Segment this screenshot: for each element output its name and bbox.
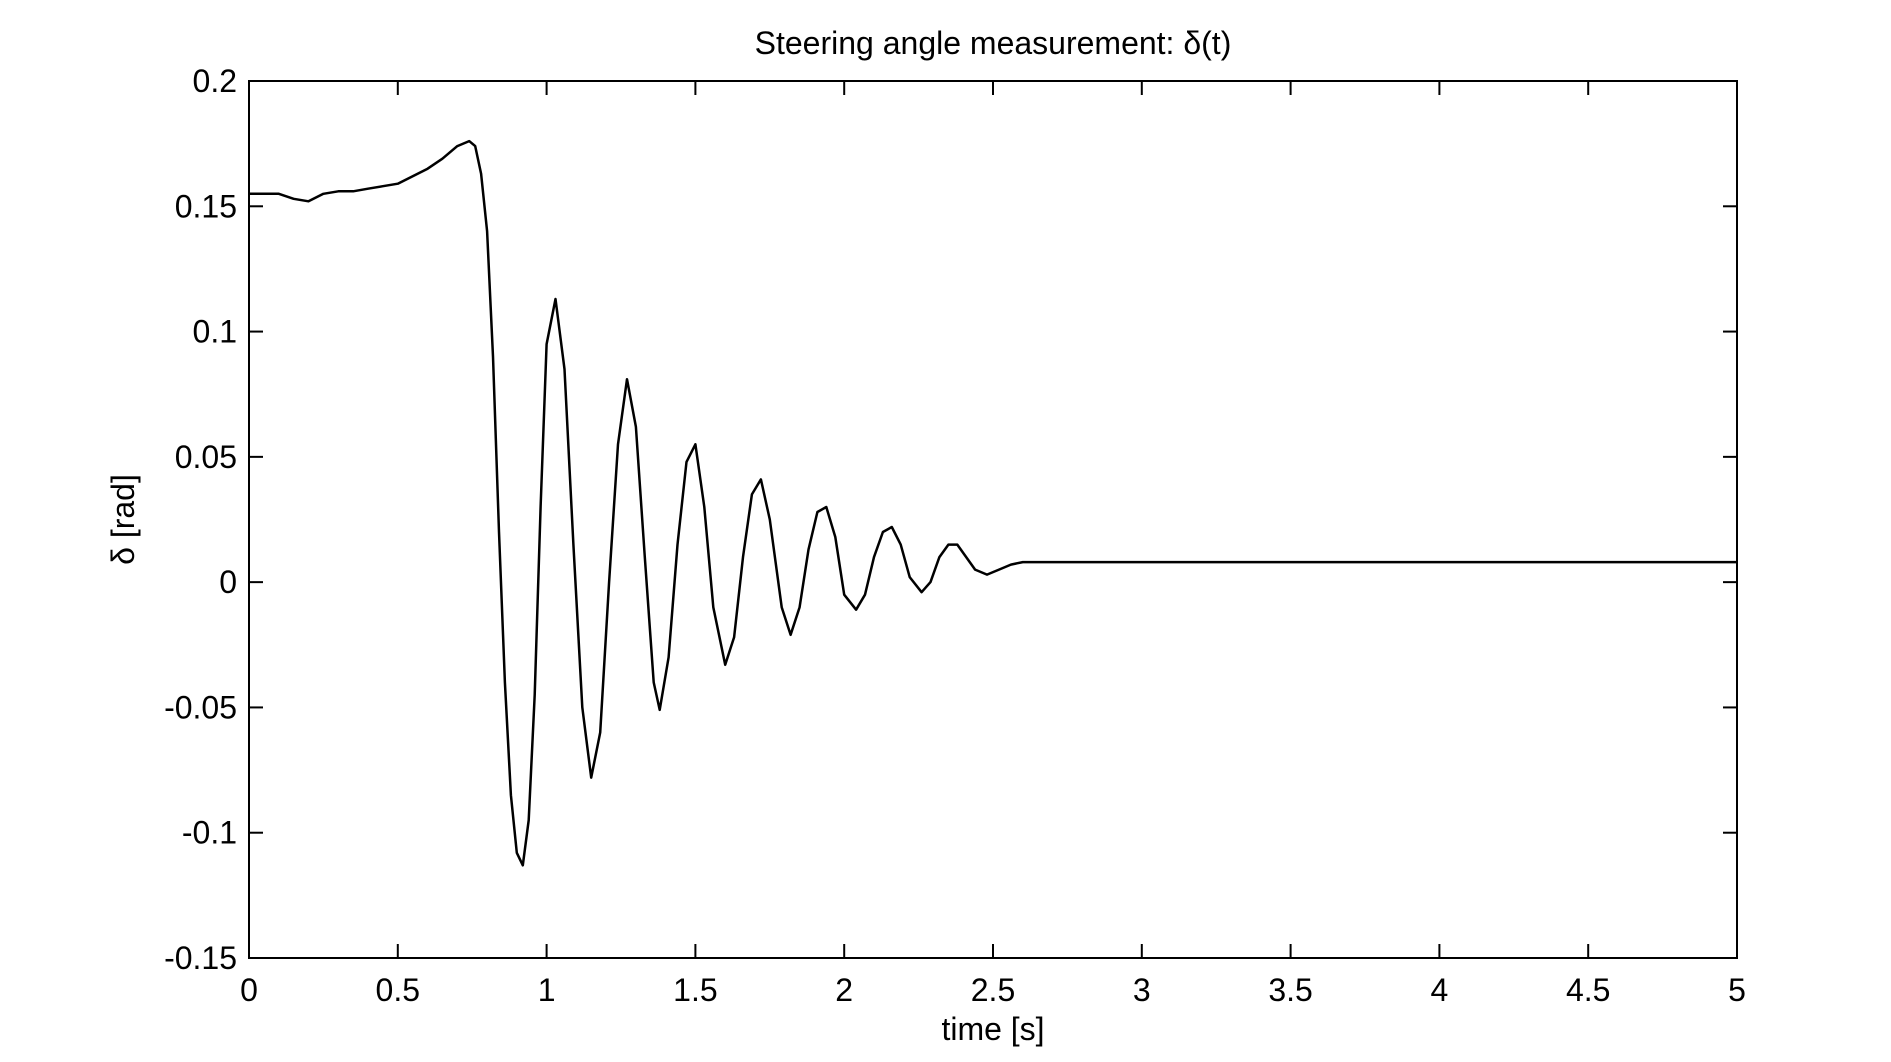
y-axis-label: δ [rad] (105, 474, 141, 565)
x-tick-label: 0.5 (376, 972, 420, 1008)
x-axis-ticks: 0 0.5 1 1.5 2 2.5 3 3.5 4 4.5 5 (240, 81, 1746, 1008)
y-axis-ticks: -0.15 -0.1 -0.05 0 0.05 0.1 0.15 0.2 (164, 63, 1737, 976)
x-tick-label: 1.5 (673, 972, 717, 1008)
y-tick-label: 0.15 (175, 188, 237, 224)
x-tick-label: 3 (1133, 972, 1151, 1008)
y-tick-label: 0.2 (193, 63, 237, 99)
axes-box (248, 80, 1738, 959)
y-tick-label: -0.05 (164, 689, 237, 725)
x-tick-label: 5 (1728, 972, 1746, 1008)
x-tick-label: 4 (1431, 972, 1449, 1008)
y-tick-label: 0 (219, 564, 237, 600)
chart-title: Steering angle measurement: δ(t) (755, 25, 1232, 61)
x-tick-label: 0 (240, 972, 258, 1008)
x-tick-label: 3.5 (1268, 972, 1312, 1008)
y-tick-label: 0.1 (193, 314, 237, 350)
plot-area: 0 0.5 1 1.5 2 2.5 3 3.5 4 4.5 5 -0.15 -0.1 -0.05 0 0.0… (164, 63, 1746, 1008)
y-tick-label: -0.1 (182, 815, 237, 851)
y-tick-label: -0.15 (164, 940, 237, 976)
x-tick-label: 1 (538, 972, 556, 1008)
x-tick-label: 2.5 (971, 972, 1015, 1008)
series-layer (249, 139, 1737, 867)
x-axis-label: time [s] (941, 1011, 1044, 1047)
y-tick-label: 0.05 (175, 439, 237, 475)
x-tick-label: 4.5 (1566, 972, 1610, 1008)
x-tick-label: 2 (835, 972, 853, 1008)
series-line (249, 139, 1737, 867)
